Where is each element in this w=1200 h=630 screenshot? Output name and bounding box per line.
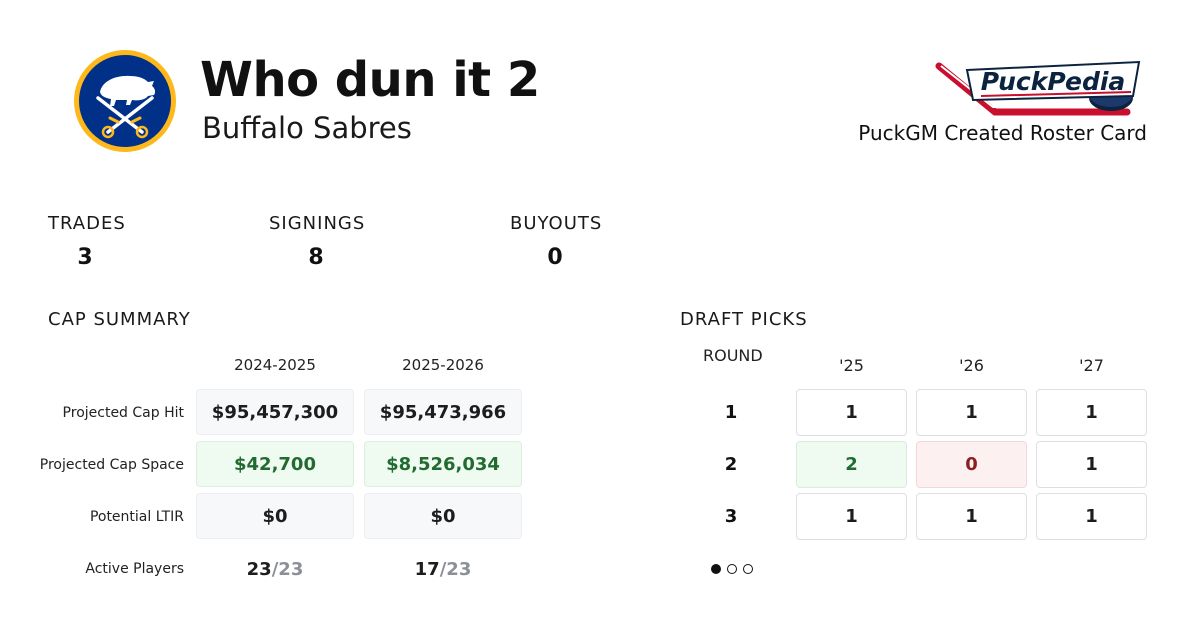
cap-space-value: $8,526,034: [364, 441, 522, 487]
cap-summary-title: CAP SUMMARY: [48, 309, 191, 330]
draft-year-header: '25: [839, 356, 864, 375]
pick-count-cell: 1: [796, 389, 907, 436]
row-label-cap-space: Projected Cap Space: [39, 457, 184, 473]
stat-label-buyouts: BUYOUTS: [510, 213, 603, 234]
round-number: 3: [724, 506, 738, 527]
stat-label-signings: SIGNINGS: [269, 213, 366, 234]
active-players-count: 17/23: [363, 559, 523, 580]
stat-label-trades: TRADES: [48, 213, 126, 234]
cap-hit-value: $95,473,966: [364, 389, 522, 435]
season-header: 2024-2025: [234, 356, 316, 374]
pick-count-cell: 1: [1036, 493, 1147, 540]
round-number: 1: [724, 402, 738, 423]
roster-max: /23: [271, 559, 304, 580]
draft-year-header: '27: [1079, 356, 1104, 375]
pick-count-cell: 0: [916, 441, 1027, 488]
row-label-ltir: Potential LTIR: [89, 509, 184, 525]
pick-count-cell: 1: [916, 493, 1027, 540]
stat-value-buyouts: 0: [547, 245, 563, 270]
roster-max: /23: [439, 559, 472, 580]
roster-card-title: Who dun it 2: [200, 52, 540, 108]
puckpedia-logo-icon: PuckPedia: [935, 52, 1153, 116]
active-count: 23: [246, 559, 272, 580]
round-header: ROUND: [703, 346, 763, 365]
pick-count-cell: 1: [796, 493, 907, 540]
draft-year-header: '26: [959, 356, 984, 375]
season-header: 2025-2026: [402, 356, 484, 374]
pick-count-cell: 1: [1036, 441, 1147, 488]
pick-count-cell: 1: [916, 389, 1027, 436]
stat-value-signings: 8: [308, 245, 324, 270]
pick-count-cell: 2: [796, 441, 907, 488]
card-caption: PuckGM Created Roster Card: [858, 121, 1147, 145]
row-label-active-players: Active Players: [85, 561, 184, 577]
draft-picks-title: DRAFT PICKS: [680, 309, 808, 330]
pager-dot[interactable]: [743, 564, 753, 574]
pager-dot-active[interactable]: [711, 564, 721, 574]
ltir-value: $0: [196, 493, 354, 539]
ltir-value: $0: [364, 493, 522, 539]
pick-count-cell: 1: [1036, 389, 1147, 436]
stat-value-trades: 3: [77, 245, 93, 270]
active-players-count: 23/23: [195, 559, 355, 580]
pager-dot[interactable]: [727, 564, 737, 574]
round-number: 2: [724, 454, 738, 475]
active-count: 17: [414, 559, 440, 580]
cap-space-value: $42,700: [196, 441, 354, 487]
team-name: Buffalo Sabres: [202, 111, 412, 145]
row-label-cap-hit: Projected Cap Hit: [62, 405, 184, 421]
cap-hit-value: $95,457,300: [196, 389, 354, 435]
svg-text:PuckPedia: PuckPedia: [981, 67, 1126, 96]
team-logo-icon: [72, 48, 178, 154]
